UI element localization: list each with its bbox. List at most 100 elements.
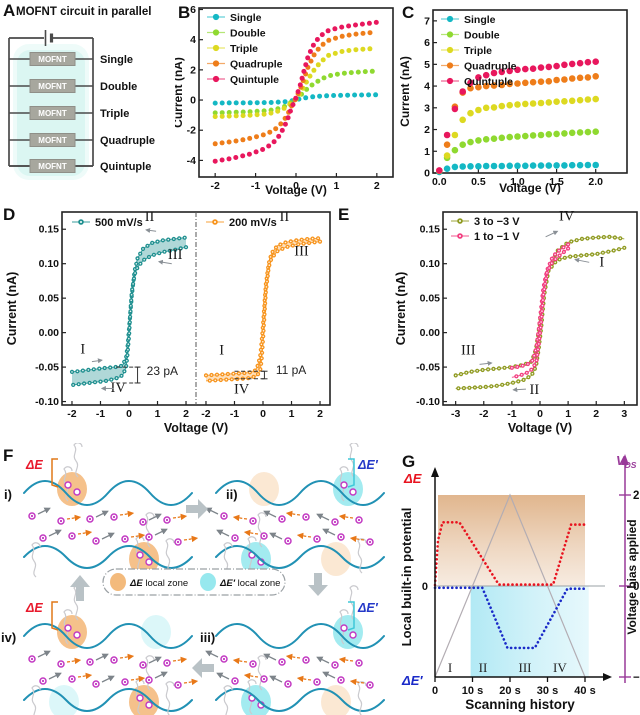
sweep-direction-arrow [512,387,526,393]
step-label: iii) [200,630,215,645]
left-axis-arrow-icon [431,467,439,477]
delta-e-prime-bracket [347,601,355,631]
legend: 500 mV/s [72,217,143,229]
zone-legend-label: ΔE local zone [129,578,188,589]
mofnt-box-label: MOFNT [38,82,67,91]
legend-label: Triple [464,45,492,57]
y-axis-label: Current (nA) [175,57,185,128]
ion-drift-arrow [172,513,188,521]
region-label: III [519,660,532,675]
legend-label: Double [230,27,266,39]
panel-letter: B [178,3,190,22]
nanotube-wave [23,545,193,569]
roman-numeral: I [219,343,224,359]
legend-label: Quadruple [464,60,517,72]
delta-e-prime-label: ΔE′ [357,601,379,615]
series-ramp [434,493,586,678]
delta-e-bracket [51,601,59,631]
series-quadruple [436,73,599,175]
sweep-direction-arrow [479,360,493,366]
y-tick-label: 5 [424,59,430,71]
ion-drift-arrow [232,514,248,522]
panel-letter: D [3,205,15,224]
local-zone-blob [49,685,79,715]
trapped-ion [145,701,153,709]
series-single [212,92,379,106]
y-tick-label: 4 [424,81,430,93]
axes: 0.0 0.5 1.0 1.5 2.0 0 1 2 3 4 5 6 7 [424,15,603,188]
x-tick-label: 1 [289,408,295,420]
x-tick-label: -1 [96,408,105,420]
y-tick-label: 2 [424,124,430,136]
y-tick-label: -0.10 [35,396,59,408]
ion-drift-arrow [216,672,230,680]
series-dotted [433,586,587,650]
x-tick-label: 3 [621,408,627,420]
ion-drift-arrow [130,532,146,540]
right-tick-label: 0 [633,581,639,593]
y-axis-label: Current (nA) [5,272,19,346]
y-tick-label: -2 [187,125,196,137]
right-tick-label: 2 V [633,490,640,502]
roman-numeral: II [530,382,540,398]
ion-drift-arrow [183,678,199,686]
ion-drift-arrow [77,529,93,537]
ion-drift-arrow [232,657,248,665]
region-label: II [479,660,488,675]
x-tick-label: 0.0 [432,176,447,188]
ion-drift-arrow [338,656,354,664]
region-label: IV [553,660,567,675]
y-tick-label: 0.00 [39,327,60,339]
trapped-ion [136,694,144,702]
arrow-right-icon [186,499,208,519]
legend-label: Single [464,14,496,26]
y-tick-label: 0 [190,95,196,107]
roman-numeral: II [145,209,155,225]
sweep-direction-arrow [545,230,559,238]
x-tick-label: -1 [251,180,260,192]
y-tick-label: 4 [190,34,196,46]
ion-drift-arrow [285,510,301,518]
delta-e-prime-label: ΔE′ [357,458,379,472]
mofnt-box [29,106,76,120]
sweep-direction-arrow [91,358,103,364]
legend-label: Double [464,29,500,41]
local-zone-blob [321,542,351,576]
x-tick-label: 0 [293,180,299,192]
x-tick-label: 2 [317,408,323,420]
legend: 3 to −3 V 1 to −1 V [451,216,520,243]
local-zone-blob [241,685,271,715]
roman-numeral: III [168,247,183,263]
y-tick-label: 1 [424,146,430,158]
y-tick-label: 0 [424,168,430,180]
delta-e-prime-bracket [347,458,355,488]
local-zone-blob [141,615,171,649]
polymer-chain [257,512,267,548]
x-axis-label: Voltage (V) [265,183,327,197]
right-axis-arrow-icon [621,454,629,465]
circuit-title: MOFNT circuit in parallel [16,6,151,18]
circuit-row: MOFNT Quadruple [9,133,155,147]
ion-drift-arrow [269,532,283,540]
ion-drift-arrow [322,671,336,679]
y-tick-label: 0.05 [39,293,60,305]
nanotube-wave [23,623,193,649]
nanotube-wave [215,545,385,569]
mofnt-box [29,79,76,93]
x-axis-label: Voltage (V) [499,181,561,195]
x-tick-label: -3 [451,408,460,420]
y-tick-label: 6 [424,37,430,49]
ion-drift-arrow [296,675,312,683]
mechanism-step-ii: ΔE′ [205,443,385,578]
legend-label: 1 to −1 V [474,231,520,243]
roman-numeral: II [280,209,290,225]
mofnt-box-label: MOFNT [38,55,67,64]
polymer-chain [31,542,41,578]
y-tick-label: 0.10 [420,258,441,270]
ion-drift-arrow [349,535,365,543]
series-loop [509,242,571,379]
ion-drift-arrow [119,510,135,518]
